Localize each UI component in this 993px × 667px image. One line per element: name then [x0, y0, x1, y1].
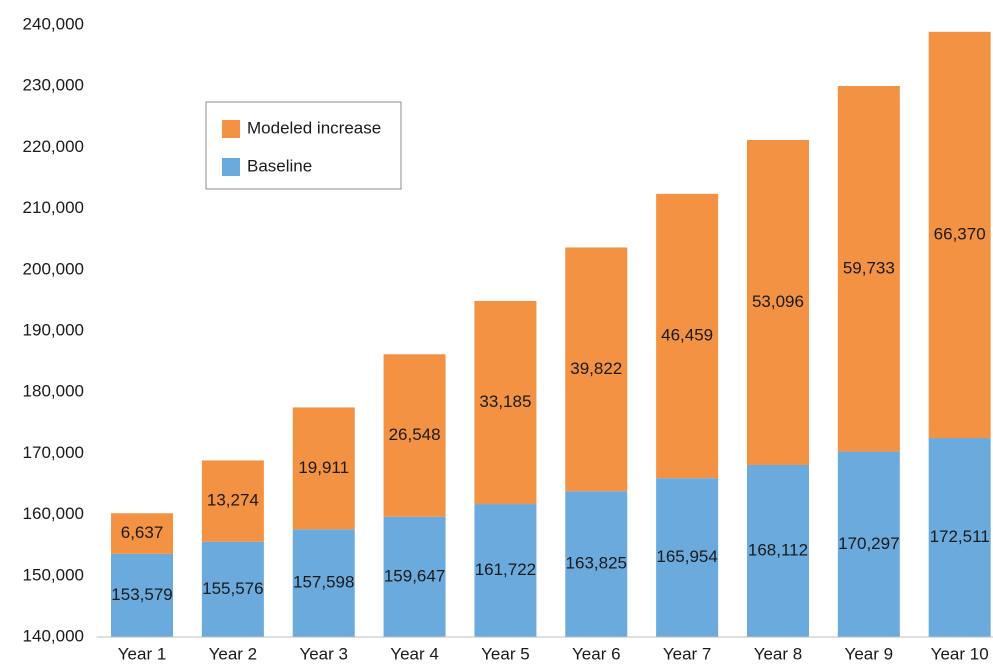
data-label: 66,370 [934, 224, 986, 243]
bar-segment [111, 553, 174, 637]
data-label: 13,274 [207, 491, 259, 510]
bar-segment [474, 300, 537, 505]
y-tick-label: 140,000 [23, 626, 84, 645]
x-tick-label: Year 2 [209, 644, 258, 663]
data-label: 157,598 [293, 573, 354, 592]
bar-segment [292, 529, 355, 637]
data-label: 168,112 [748, 540, 808, 559]
bar-segment [656, 193, 719, 479]
legend-swatch [222, 120, 240, 138]
legend-label: Baseline [247, 156, 312, 175]
data-label: 46,459 [661, 325, 713, 344]
y-tick-label: 180,000 [23, 382, 84, 401]
data-label: 153,579 [111, 585, 172, 604]
data-label: 172,511 [930, 527, 990, 546]
bar-segment [746, 464, 809, 637]
y-tick-label: 230,000 [23, 76, 84, 95]
data-label: 155,576 [202, 579, 263, 598]
data-label: 159,647 [384, 566, 445, 585]
data-label: 19,911 [298, 458, 349, 477]
bar-segment [565, 247, 628, 492]
x-tick-label: Year 1 [118, 644, 167, 663]
data-label: 170,297 [838, 534, 899, 553]
y-tick-label: 160,000 [23, 504, 84, 523]
data-label: 53,096 [752, 292, 804, 311]
data-label: 161,722 [475, 560, 536, 579]
y-tick-label: 170,000 [23, 443, 84, 462]
x-tick-label: Year 5 [481, 644, 530, 663]
y-tick-label: 200,000 [23, 259, 84, 278]
bar-segment [837, 451, 900, 637]
x-tick-label: Year 7 [663, 644, 712, 663]
y-tick-label: 190,000 [23, 320, 84, 339]
bar-segment [928, 31, 991, 439]
data-label: 59,733 [843, 258, 895, 277]
y-tick-label: 150,000 [23, 565, 84, 584]
bar-segment [565, 491, 628, 637]
x-tick-label: Year 3 [299, 644, 348, 663]
data-label: 39,822 [570, 359, 622, 378]
data-label: 26,548 [389, 425, 441, 444]
legend-swatch [222, 158, 240, 176]
y-tick-label: 240,000 [23, 14, 84, 33]
bar-segment [656, 478, 719, 637]
legend-label: Modeled increase [247, 118, 381, 137]
bar-segment [292, 407, 355, 530]
y-tick-label: 220,000 [23, 137, 84, 156]
x-tick-label: Year 9 [845, 644, 894, 663]
bar-segment [746, 140, 809, 465]
data-label: 33,185 [479, 392, 531, 411]
data-label: 163,825 [566, 554, 627, 573]
x-tick-label: Year 8 [754, 644, 803, 663]
x-tick-label: Year 6 [572, 644, 621, 663]
x-tick-label: Year 4 [390, 644, 439, 663]
x-tick-label: Year 10 [931, 644, 989, 663]
y-tick-label: 210,000 [23, 198, 84, 217]
bar-segment [928, 438, 991, 637]
data-label: 165,954 [656, 547, 717, 566]
bar-segment [383, 354, 446, 517]
bar-segment [383, 516, 446, 637]
bar-segment [201, 460, 264, 542]
bar-segment [474, 504, 537, 637]
bar-segment [837, 86, 900, 452]
bar-segment [201, 541, 264, 637]
bar-segment [111, 513, 174, 554]
data-label: 6,637 [121, 523, 164, 542]
